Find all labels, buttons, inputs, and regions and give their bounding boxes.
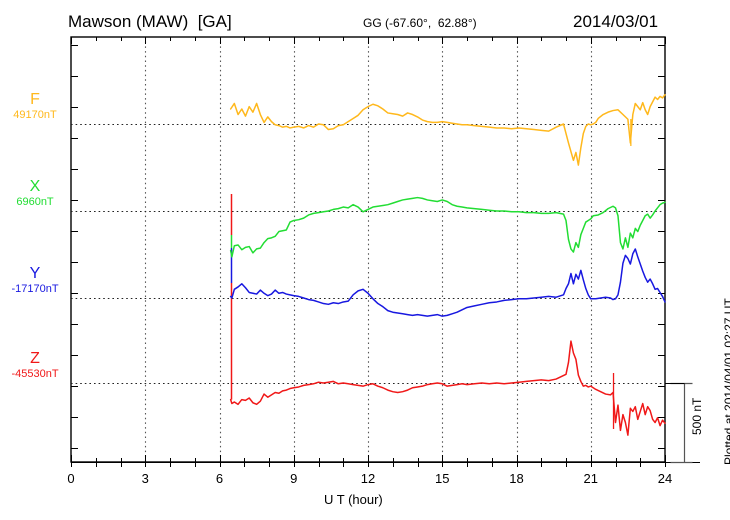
- component-baseline-value-y: -17170nT: [11, 283, 59, 295]
- component-baseline-value-x: 6960nT: [16, 196, 54, 208]
- page-title: Mawson (MAW) [GA]: [68, 12, 232, 31]
- x-tick-15: 15: [435, 471, 450, 486]
- plotted-timestamp-text: Plotted at 2014/04/01 02:27 UT: [722, 298, 730, 465]
- component-symbol-f: F: [30, 91, 40, 108]
- x-tick-6: 6: [215, 471, 224, 486]
- component-symbol-y: Y: [29, 265, 41, 282]
- x-tick-18: 18: [509, 471, 524, 486]
- component-label-f: F 49170nT: [2, 91, 68, 121]
- plotted-timestamp: Plotted at 2014/04/01 02:27 UT: [722, 298, 730, 479]
- component-symbol-x: X: [29, 178, 41, 195]
- component-symbol-z: Z: [30, 350, 40, 367]
- x-axis-title: U T (hour): [324, 492, 383, 507]
- x-tick-9: 9: [290, 471, 298, 486]
- scale-bar-text: 500 nT: [690, 397, 704, 435]
- x-tick-0: 0: [67, 471, 75, 486]
- x-tick-21: 21: [583, 471, 598, 486]
- geographic-coordinates: GG (-67.60°, 62.88°): [363, 16, 477, 30]
- observation-date: 2014/03/01: [573, 12, 659, 31]
- component-label-z: Z -45530nT: [2, 350, 68, 380]
- x-tick-3: 3: [141, 471, 149, 486]
- component-baseline-value-z: -45530nT: [11, 368, 59, 380]
- component-label-x: X 6960nT: [2, 178, 68, 208]
- component-baseline-value-f: 49170nT: [13, 109, 57, 121]
- x-tick-24: 24: [657, 471, 673, 486]
- component-label-y: Y -17170nT: [2, 265, 68, 295]
- x-tick-12: 12: [360, 471, 376, 486]
